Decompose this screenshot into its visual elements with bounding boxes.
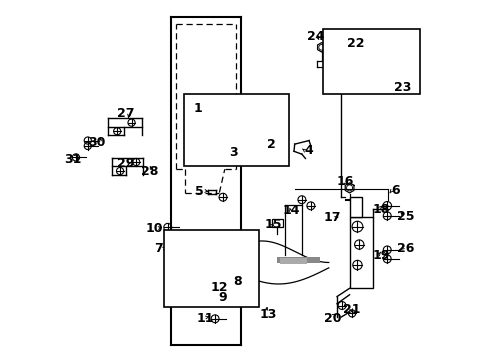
Text: 31: 31 xyxy=(64,153,81,166)
Text: 6: 6 xyxy=(390,184,399,197)
Bar xyxy=(349,217,372,288)
Text: 27: 27 xyxy=(117,107,134,120)
Text: 5: 5 xyxy=(195,185,203,198)
Text: 20: 20 xyxy=(323,311,341,325)
Bar xyxy=(276,257,319,263)
Text: 24: 24 xyxy=(307,30,325,43)
Bar xyxy=(349,197,362,217)
Text: 21: 21 xyxy=(343,303,360,316)
Text: 10: 10 xyxy=(145,222,163,235)
Text: 8: 8 xyxy=(233,275,241,288)
Text: 13: 13 xyxy=(259,308,276,321)
Bar xyxy=(163,230,258,307)
Bar xyxy=(271,219,283,226)
Text: 4: 4 xyxy=(304,144,313,157)
Bar xyxy=(280,258,306,264)
Bar xyxy=(251,123,260,130)
Text: 11: 11 xyxy=(196,312,213,325)
Text: 26: 26 xyxy=(396,242,414,255)
Text: 18: 18 xyxy=(371,203,388,216)
Text: 29: 29 xyxy=(117,157,134,170)
Text: 17: 17 xyxy=(323,211,341,224)
Text: 30: 30 xyxy=(88,136,105,149)
Bar xyxy=(183,94,289,166)
Text: 22: 22 xyxy=(346,37,364,50)
Bar xyxy=(323,30,419,94)
Text: 14: 14 xyxy=(282,204,299,217)
Text: 19: 19 xyxy=(371,249,388,262)
Text: 23: 23 xyxy=(393,81,410,94)
Text: 1: 1 xyxy=(193,102,202,115)
Text: 28: 28 xyxy=(141,165,158,177)
Text: 25: 25 xyxy=(396,210,414,223)
Text: 7: 7 xyxy=(154,242,163,255)
Text: 3: 3 xyxy=(229,146,238,159)
Text: 16: 16 xyxy=(336,175,353,188)
Ellipse shape xyxy=(178,243,199,255)
Text: 12: 12 xyxy=(210,281,228,294)
Text: 9: 9 xyxy=(218,291,227,304)
Text: 15: 15 xyxy=(264,218,282,231)
Text: 2: 2 xyxy=(266,138,275,151)
